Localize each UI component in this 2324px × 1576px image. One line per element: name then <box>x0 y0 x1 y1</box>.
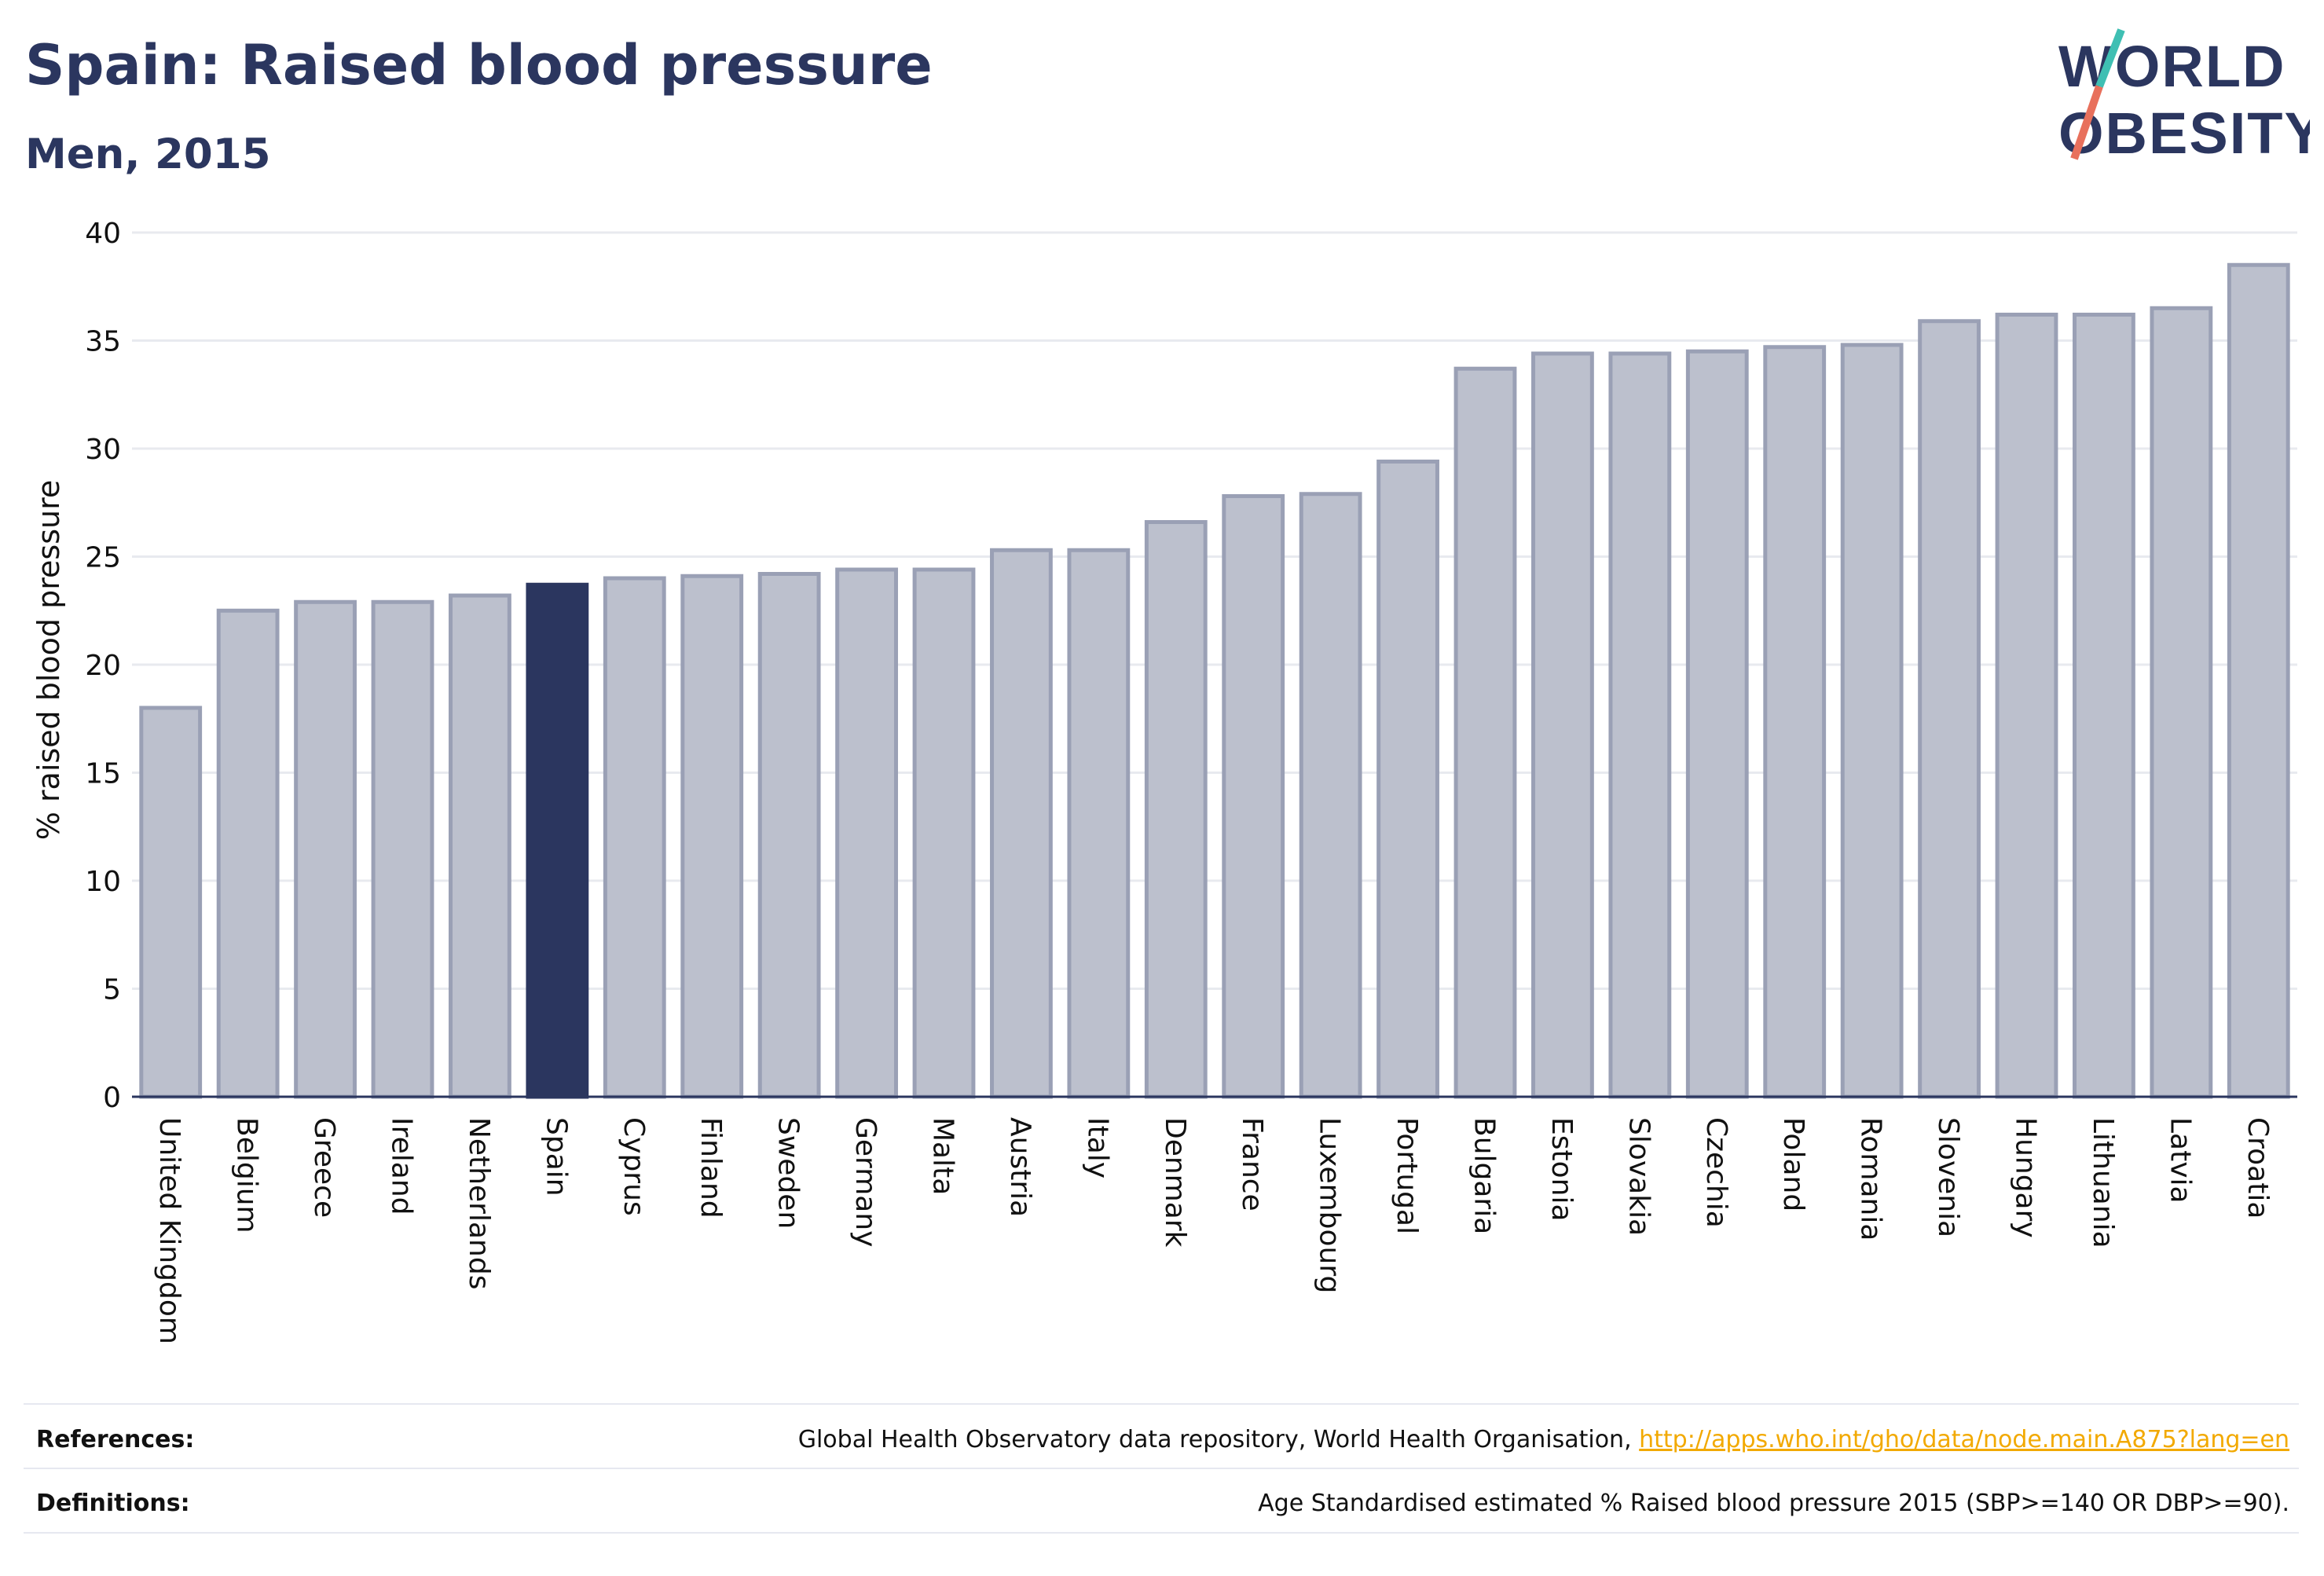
bar <box>294 599 357 1099</box>
bar <box>990 548 1053 1099</box>
footer-divider <box>24 1468 2299 1469</box>
x-tick-label: Luxembourg <box>1314 1117 1346 1293</box>
bar <box>139 706 203 1099</box>
x-tick-label: Greece <box>308 1117 340 1218</box>
bar <box>1376 460 1439 1099</box>
y-tick-label: 20 <box>85 650 121 682</box>
references-value: Global Health Observatory data repositor… <box>798 1426 2289 1453</box>
world-obesity-logo: WORLD OBESITY <box>2058 28 2310 166</box>
bar <box>603 576 666 1099</box>
bar <box>1144 520 1208 1099</box>
bar <box>1995 313 2058 1099</box>
bar <box>1067 548 1131 1099</box>
x-tick-label: Latvia <box>2164 1117 2196 1204</box>
definitions-value: Age Standardised estimated % Raised bloo… <box>1258 1490 2289 1517</box>
references-label: References: <box>36 1426 195 1453</box>
bar <box>1608 351 1672 1099</box>
page-title: Spain: Raised blood pressure <box>25 33 933 97</box>
x-tick-label: Sweden <box>772 1117 805 1229</box>
references-text: Global Health Observatory data repositor… <box>797 1426 1640 1453</box>
x-tick-label: Cyprus <box>618 1117 650 1216</box>
x-tick-label: Germany <box>849 1117 882 1247</box>
y-tick-label: 5 <box>103 974 121 1006</box>
x-tick-label: France <box>1236 1117 1268 1211</box>
x-tick-label: Finland <box>695 1117 727 1219</box>
x-tick-label: Austria <box>1004 1117 1036 1217</box>
bar <box>2150 306 2213 1099</box>
x-tick-label: Hungary <box>2010 1117 2042 1238</box>
footer-divider <box>24 1532 2299 1534</box>
x-tick-label: Romania <box>1855 1117 1887 1241</box>
bar <box>1222 494 1285 1099</box>
bar <box>449 593 511 1099</box>
bar <box>757 572 821 1099</box>
x-tick-label: Spain <box>540 1117 572 1197</box>
bar <box>1299 492 1362 1099</box>
x-tick-label: Estonia <box>1545 1117 1578 1222</box>
bar <box>1840 343 1904 1099</box>
x-tick-label: Poland <box>1777 1117 1809 1211</box>
x-tick-label: Czechia <box>1700 1117 1732 1228</box>
x-tick-label: United Kingdom <box>153 1117 185 1344</box>
x-tick-label: Denmark <box>1159 1117 1191 1248</box>
y-tick-label: 40 <box>85 218 121 250</box>
y-tick-label: 15 <box>85 758 121 790</box>
svg-text:OBESITY: OBESITY <box>2058 101 2310 166</box>
y-tick-label: 25 <box>85 542 121 574</box>
x-tick-label: Netherlands <box>463 1117 495 1289</box>
bar <box>216 608 280 1099</box>
page-subtitle: Men, 2015 <box>25 130 271 178</box>
x-tick-label: Lithuania <box>2087 1117 2119 1248</box>
x-tick-label: Belgium <box>231 1117 263 1233</box>
x-tick-label: Malta <box>927 1117 959 1195</box>
bar <box>1531 351 1594 1099</box>
bar <box>526 582 589 1099</box>
x-tick-label: Slovenia <box>1932 1117 1964 1237</box>
bar <box>1763 345 1827 1099</box>
y-tick-label: 30 <box>85 434 121 466</box>
bar <box>1918 319 1981 1099</box>
bar <box>2073 313 2135 1099</box>
x-tick-label: Slovakia <box>1622 1117 1655 1236</box>
bar <box>1453 366 1517 1099</box>
bar <box>680 574 744 1099</box>
bar <box>371 599 434 1099</box>
y-tick-label: 0 <box>103 1082 121 1114</box>
bar <box>912 567 976 1099</box>
footer-divider <box>24 1403 2299 1405</box>
y-tick-label: 35 <box>85 326 121 358</box>
bar <box>835 567 898 1099</box>
bar <box>1685 349 1749 1099</box>
bar-chart: 0 5 10 15 20 25 30 35 40 United Kingdom Belgium Gre… <box>85 218 2297 1344</box>
x-tick-label: Ireland <box>386 1117 418 1215</box>
references-link[interactable]: http://apps.who.int/gho/data/node.main.A… <box>1639 1426 2289 1453</box>
x-tick-label: Portugal <box>1391 1117 1423 1234</box>
definitions-label: Definitions: <box>36 1490 190 1517</box>
x-tick-label: Italy <box>1081 1117 1113 1178</box>
bar <box>2227 262 2290 1099</box>
x-tick-label: Croatia <box>2242 1117 2274 1219</box>
y-tick-label: 10 <box>85 866 121 898</box>
x-tick-label: Bulgaria <box>1468 1117 1501 1234</box>
